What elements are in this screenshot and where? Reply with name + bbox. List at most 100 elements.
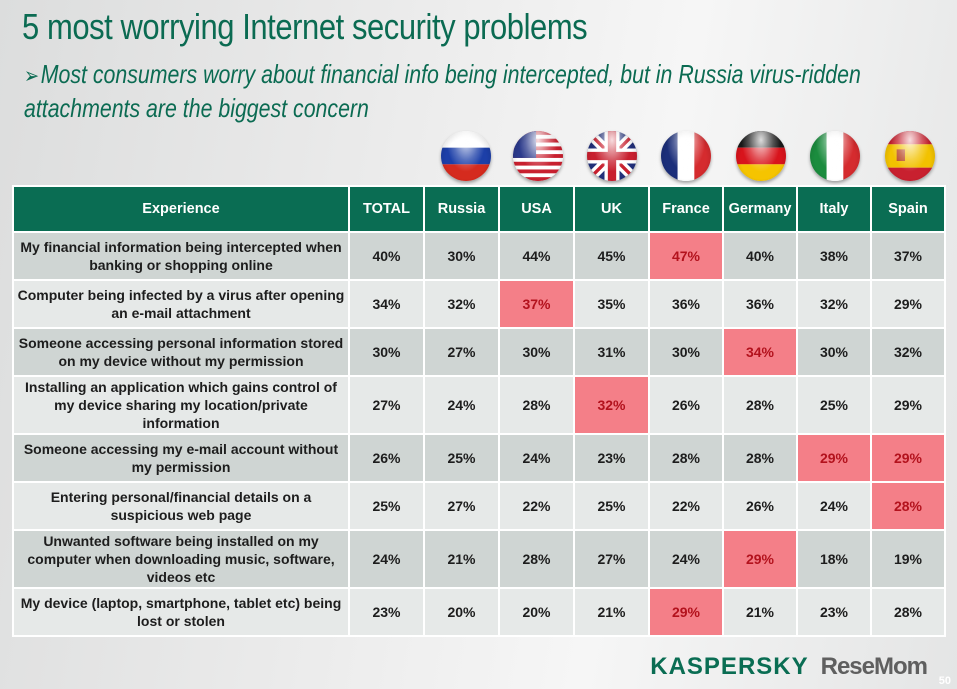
value-cell-spain: 29% xyxy=(872,435,944,481)
table-row: My device (laptop, smartphone, tablet et… xyxy=(14,589,944,635)
value-cell-germany: 29% xyxy=(724,531,796,587)
value-cell-france: 24% xyxy=(650,531,722,587)
value-cell-spain: 37% xyxy=(872,233,944,279)
page-number: 50 xyxy=(938,675,951,687)
value-cell-france: 22% xyxy=(650,483,722,529)
value-cell-france: 29% xyxy=(650,589,722,635)
experience-cell: My device (laptop, smartphone, tablet et… xyxy=(14,589,348,635)
value-cell-spain: 28% xyxy=(872,589,944,635)
value-cell-italy: 29% xyxy=(798,435,870,481)
uk-flag-icon xyxy=(587,131,637,181)
value-cell-italy: 23% xyxy=(798,589,870,635)
value-cell-uk: 23% xyxy=(575,435,648,481)
france-flag-icon xyxy=(661,131,711,181)
value-cell-germany: 26% xyxy=(724,483,796,529)
value-cell-usa: 20% xyxy=(500,589,573,635)
value-cell-italy: 30% xyxy=(798,329,870,375)
table-row: Unwanted software being installed on my … xyxy=(14,531,944,587)
value-cell-total: 26% xyxy=(350,435,423,481)
value-cell-france: 36% xyxy=(650,281,722,327)
experience-cell: Computer being infected by a virus after… xyxy=(14,281,348,327)
spain-flag-icon xyxy=(885,131,935,181)
experience-cell: Unwanted software being installed on my … xyxy=(14,531,348,587)
experience-cell: Installing an application which gains co… xyxy=(14,377,348,433)
value-cell-usa: 24% xyxy=(500,435,573,481)
header-spain: Spain xyxy=(872,187,944,231)
value-cell-russia: 30% xyxy=(425,233,498,279)
value-cell-russia: 32% xyxy=(425,281,498,327)
usa-flag-icon xyxy=(513,131,563,181)
value-cell-uk: 21% xyxy=(575,589,648,635)
table-row: My financial information being intercept… xyxy=(14,233,944,279)
value-cell-france: 30% xyxy=(650,329,722,375)
header-usa: USA xyxy=(500,187,573,231)
value-cell-total: 34% xyxy=(350,281,423,327)
value-cell-france: 28% xyxy=(650,435,722,481)
value-cell-total: 24% xyxy=(350,531,423,587)
table-row: Installing an application which gains co… xyxy=(14,377,944,433)
value-cell-total: 27% xyxy=(350,377,423,433)
value-cell-usa: 37% xyxy=(500,281,573,327)
experience-cell: Someone accessing my e-mail account with… xyxy=(14,435,348,481)
value-cell-germany: 21% xyxy=(724,589,796,635)
header-france: France xyxy=(650,187,722,231)
russia-flag-icon xyxy=(441,131,491,181)
header-experience: Experience xyxy=(14,187,348,231)
value-cell-russia: 27% xyxy=(425,329,498,375)
value-cell-usa: 30% xyxy=(500,329,573,375)
table-row: Computer being infected by a virus after… xyxy=(14,281,944,327)
table-row: Someone accessing my e-mail account with… xyxy=(14,435,944,481)
footer-brand: KASPERSKY ReseMom xyxy=(650,652,928,682)
germany-flag-icon xyxy=(736,131,786,181)
kaspersky-logo: KASPERSKY xyxy=(650,653,809,680)
table-header-row: Experience TOTAL Russia USA UK France Ge… xyxy=(14,187,944,231)
value-cell-usa: 28% xyxy=(500,377,573,433)
value-cell-france: 47% xyxy=(650,233,722,279)
value-cell-uk: 32% xyxy=(575,377,648,433)
value-cell-russia: 24% xyxy=(425,377,498,433)
italy-flag-icon xyxy=(810,131,860,181)
value-cell-usa: 22% xyxy=(500,483,573,529)
header-germany: Germany xyxy=(724,187,796,231)
subtitle-text: Most consumers worry about financial inf… xyxy=(24,59,861,123)
slide-title: 5 most worrying Internet security proble… xyxy=(22,6,588,47)
value-cell-italy: 18% xyxy=(798,531,870,587)
header-russia: Russia xyxy=(425,187,498,231)
header-italy: Italy xyxy=(798,187,870,231)
experience-cell: Entering personal/financial details on a… xyxy=(14,483,348,529)
value-cell-total: 23% xyxy=(350,589,423,635)
value-cell-total: 25% xyxy=(350,483,423,529)
value-cell-uk: 45% xyxy=(575,233,648,279)
value-cell-spain: 32% xyxy=(872,329,944,375)
value-cell-russia: 20% xyxy=(425,589,498,635)
value-cell-total: 30% xyxy=(350,329,423,375)
value-cell-spain: 28% xyxy=(872,483,944,529)
value-cell-germany: 28% xyxy=(724,377,796,433)
slide-subtitle: ➢Most consumers worry about financial in… xyxy=(24,58,877,124)
security-concerns-table: Experience TOTAL Russia USA UK France Ge… xyxy=(12,185,946,637)
value-cell-spain: 19% xyxy=(872,531,944,587)
value-cell-usa: 28% xyxy=(500,531,573,587)
value-cell-germany: 36% xyxy=(724,281,796,327)
header-uk: UK xyxy=(575,187,648,231)
value-cell-uk: 35% xyxy=(575,281,648,327)
header-total: TOTAL xyxy=(350,187,423,231)
value-cell-spain: 29% xyxy=(872,281,944,327)
value-cell-germany: 34% xyxy=(724,329,796,375)
value-cell-spain: 29% xyxy=(872,377,944,433)
value-cell-italy: 24% xyxy=(798,483,870,529)
value-cell-italy: 38% xyxy=(798,233,870,279)
value-cell-russia: 27% xyxy=(425,483,498,529)
value-cell-total: 40% xyxy=(350,233,423,279)
value-cell-uk: 25% xyxy=(575,483,648,529)
value-cell-uk: 27% xyxy=(575,531,648,587)
experience-cell: My financial information being intercept… xyxy=(14,233,348,279)
experience-cell: Someone accessing personal information s… xyxy=(14,329,348,375)
value-cell-italy: 25% xyxy=(798,377,870,433)
value-cell-russia: 21% xyxy=(425,531,498,587)
value-cell-usa: 44% xyxy=(500,233,573,279)
value-cell-russia: 25% xyxy=(425,435,498,481)
value-cell-germany: 40% xyxy=(724,233,796,279)
country-flags xyxy=(0,131,957,183)
table-row: Entering personal/financial details on a… xyxy=(14,483,944,529)
